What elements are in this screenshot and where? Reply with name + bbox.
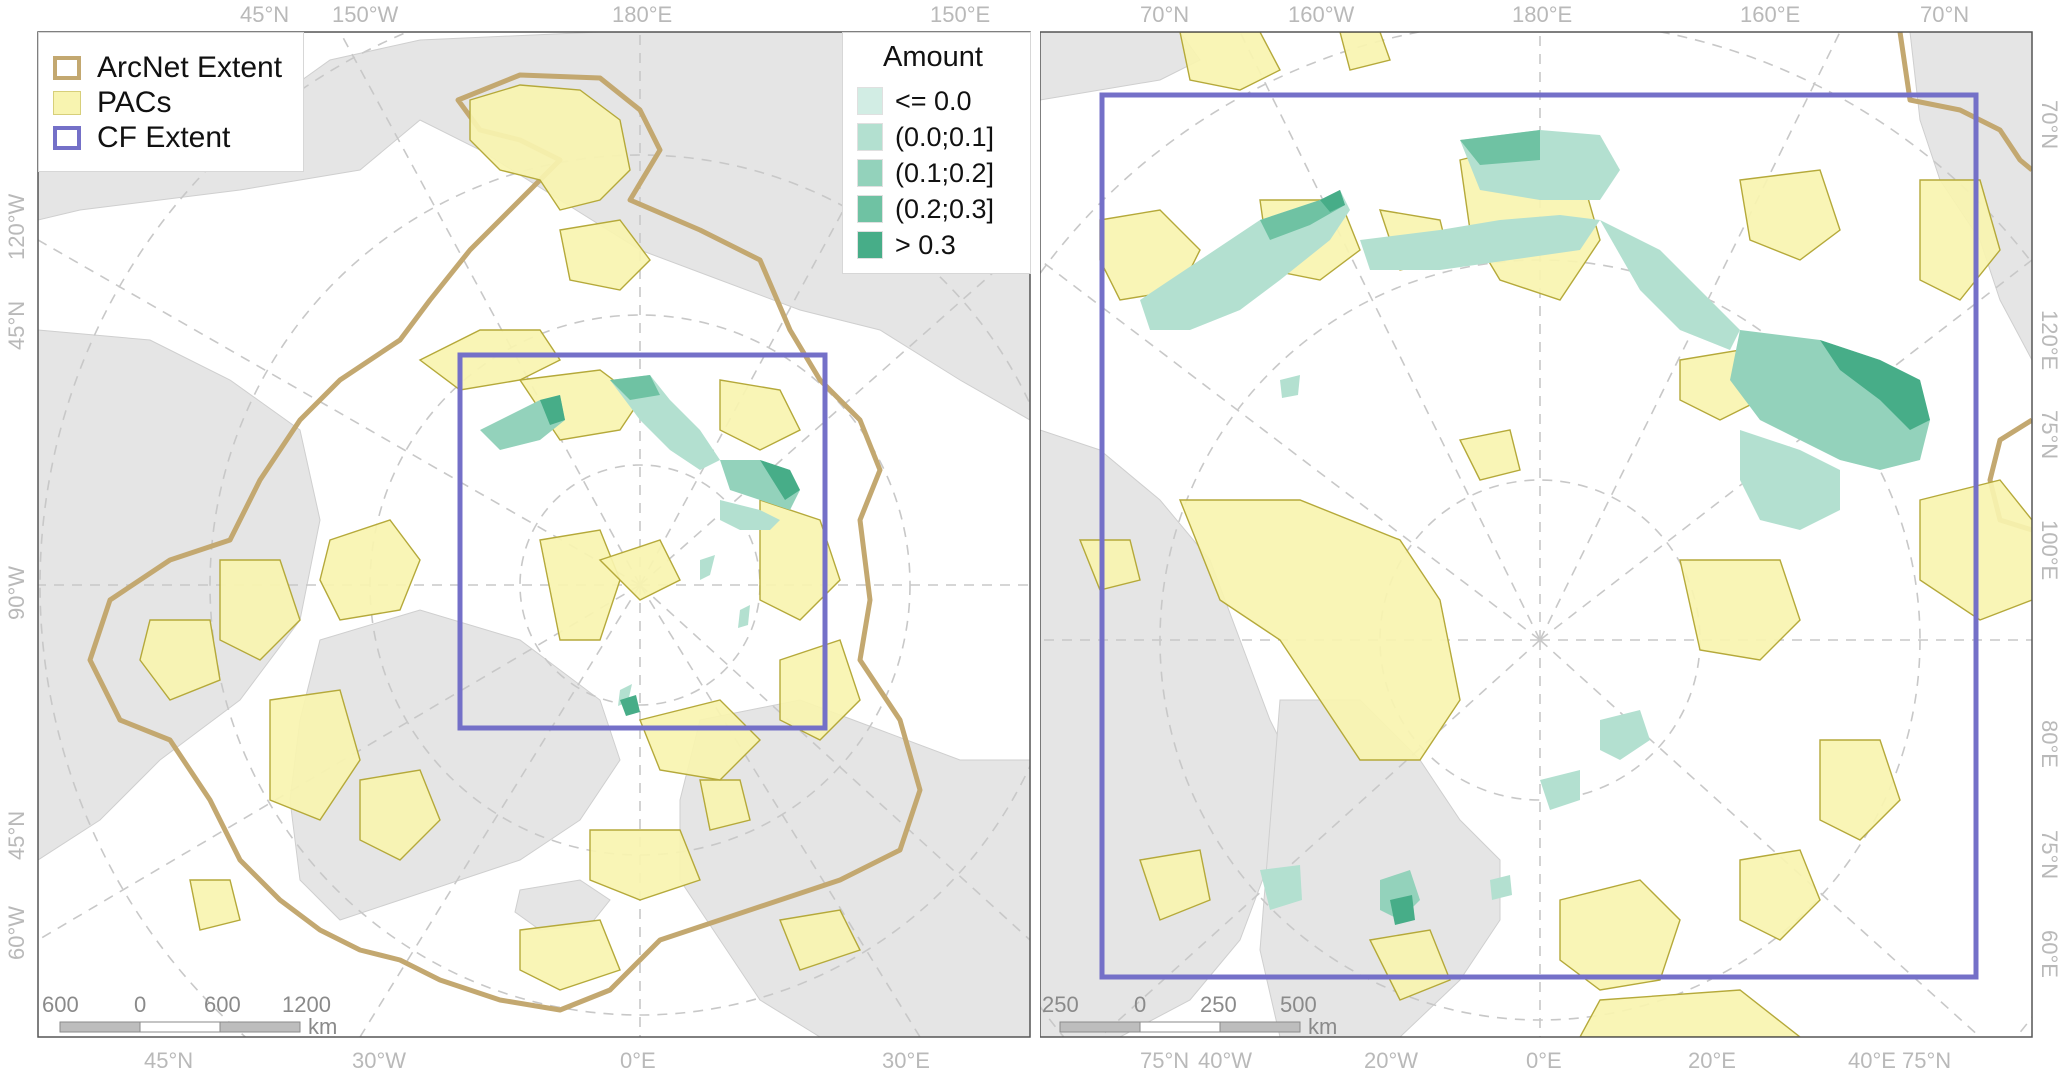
svg-text:1200: 1200 bbox=[282, 992, 331, 1017]
left-side-tick-4: 45°N bbox=[4, 811, 29, 860]
left-map-panel: 45°N 150°W 180°E 150°E 45°N 30°W 0°E 30°… bbox=[4, 2, 1031, 1073]
right-map: 70°N 160°W 180°E 160°E 70°N 75°N 40°W 20… bbox=[1040, 2, 2062, 1073]
left-pacs bbox=[139, 84, 861, 991]
left-scale-bar: 600 0 600 1200 km bbox=[42, 992, 337, 1039]
left-abundance-cells bbox=[480, 375, 800, 716]
left-side-tick-5: 60°W bbox=[4, 906, 29, 960]
amount-swatch-1 bbox=[857, 87, 883, 115]
left-top-tick-4: 150°E bbox=[930, 2, 990, 27]
right-scale-bar: 250 0 250 500 km bbox=[1042, 992, 1337, 1039]
right-top-tick-4: 160°E bbox=[1740, 2, 1800, 27]
legend-label-cf: CF Extent bbox=[97, 121, 231, 154]
amount-class-3: (0.1;0.2] bbox=[857, 157, 994, 189]
legend-label-arcnet: ArcNet Extent bbox=[97, 51, 283, 84]
amount-swatch-4 bbox=[857, 195, 883, 223]
left-side-tick-1: 120°W bbox=[4, 193, 29, 260]
right-bottom-tick-4: 0°E bbox=[1526, 1048, 1562, 1073]
amount-swatch-3 bbox=[857, 159, 883, 187]
right-land-north bbox=[1040, 32, 1201, 101]
right-cf-extent bbox=[1099, 92, 1979, 980]
amount-swatch-5 bbox=[857, 231, 883, 259]
right-bottom-tick-3: 20°W bbox=[1364, 1048, 1418, 1073]
right-top-tick-2: 160°W bbox=[1288, 2, 1355, 27]
left-side-tick-2: 45°N bbox=[4, 301, 29, 350]
amount-class-2: (0.0;0.1] bbox=[857, 121, 994, 153]
left-bottom-tick-2: 30°W bbox=[352, 1048, 406, 1073]
left-cf-extent bbox=[457, 352, 828, 731]
legend-item-cf: CF Extent bbox=[53, 121, 231, 154]
svg-text:250: 250 bbox=[1200, 992, 1237, 1017]
right-side-tick-7: 60°E bbox=[2037, 930, 2062, 978]
left-top-tick-2: 150°W bbox=[332, 2, 399, 27]
cf-swatch bbox=[53, 126, 81, 150]
right-abundance-cells bbox=[1140, 130, 1930, 925]
right-side-tick-6: 75°N bbox=[2037, 830, 2062, 879]
amount-legend: Amount <= 0.0 (0.0;0.1] (0.1;0.2] (0.2;0… bbox=[842, 32, 1031, 274]
right-side-tick-5: 80°E bbox=[2037, 720, 2062, 768]
legend-label-pacs: PACs bbox=[97, 86, 172, 119]
legend-item-pacs: PACs bbox=[53, 86, 172, 119]
right-top-tick-1: 70°N bbox=[1140, 2, 1189, 27]
svg-text:0: 0 bbox=[1134, 992, 1146, 1017]
amount-swatch-2 bbox=[857, 123, 883, 151]
amount-class-5: > 0.3 bbox=[857, 229, 956, 261]
left-bottom-tick-4: 30°E bbox=[882, 1048, 930, 1073]
left-top-tick-1: 45°N bbox=[240, 2, 289, 27]
legend-item-arcnet: ArcNet Extent bbox=[53, 51, 283, 84]
svg-text:600: 600 bbox=[204, 992, 241, 1017]
left-side-tick-3: 90°W bbox=[4, 566, 29, 620]
left-bottom-tick-1: 45°N bbox=[144, 1048, 193, 1073]
extent-legend: ArcNet Extent PACs CF Extent bbox=[38, 32, 304, 172]
right-side-tick-3: 75°N bbox=[2037, 410, 2062, 459]
svg-text:km: km bbox=[308, 1014, 337, 1039]
svg-text:250: 250 bbox=[1042, 992, 1079, 1017]
right-bottom-tick-6: 40°E bbox=[1848, 1048, 1896, 1073]
right-side-tick-4: 100°E bbox=[2037, 520, 2062, 580]
right-bottom-tick-5: 20°E bbox=[1688, 1048, 1736, 1073]
svg-text:km: km bbox=[1308, 1014, 1337, 1039]
right-top-tick-5: 70°N bbox=[1920, 2, 1969, 27]
arcnet-swatch bbox=[53, 56, 81, 80]
amount-legend-title: Amount bbox=[883, 41, 983, 73]
right-bottom-tick-2: 40°W bbox=[1198, 1048, 1252, 1073]
right-bottom-tick-7: 75°N bbox=[1902, 1048, 1951, 1073]
right-bottom-tick-1: 75°N bbox=[1140, 1048, 1189, 1073]
left-bottom-tick-3: 0°E bbox=[620, 1048, 656, 1073]
svg-text:600: 600 bbox=[42, 992, 79, 1017]
right-map-panel: 70°N 160°W 180°E 160°E 70°N 75°N 40°W 20… bbox=[1040, 0, 2065, 1075]
amount-class-1: <= 0.0 bbox=[857, 85, 972, 117]
amount-class-4: (0.2;0.3] bbox=[857, 193, 994, 225]
svg-text:500: 500 bbox=[1280, 992, 1317, 1017]
right-side-tick-2: 120°E bbox=[2037, 310, 2062, 370]
pacs-swatch bbox=[53, 91, 81, 115]
right-top-tick-3: 180°E bbox=[1512, 2, 1572, 27]
left-top-tick-3: 180°E bbox=[612, 2, 672, 27]
svg-text:0: 0 bbox=[134, 992, 146, 1017]
right-arcnet-extent bbox=[1897, 32, 2032, 172]
left-arcnet-extent bbox=[87, 72, 923, 1013]
right-side-tick-1: 70°N bbox=[2037, 100, 2062, 149]
